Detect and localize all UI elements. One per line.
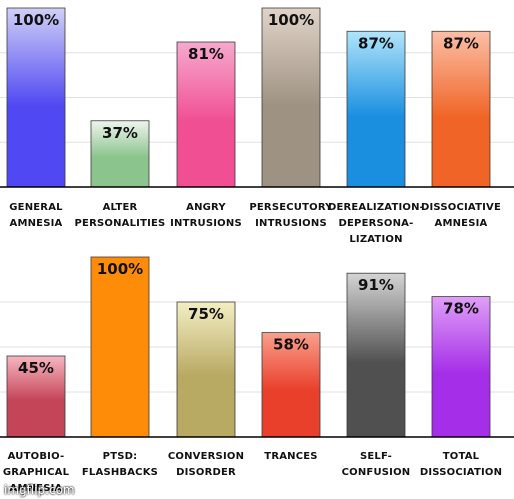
category-label: PERSECUTORY INTRUSIONS xyxy=(249,202,333,229)
category-label-line: AMNESIA xyxy=(10,218,63,229)
chart-panel-1: 100% GENERAL AMNESIA 37% ALTER PERSONALITIES 8… xyxy=(0,7,514,245)
category-label: TOTAL DISSOCIATION xyxy=(420,451,502,478)
category-label: DEREALIZATION- DEPERSONA- LIZATION xyxy=(328,202,424,245)
category-label-line: INTRUSIONS xyxy=(170,218,242,229)
category-label-line: DISSOCIATION xyxy=(420,467,502,478)
data-label: 45% xyxy=(18,359,54,377)
data-label: 100% xyxy=(13,11,59,29)
category-label-line: TOTAL xyxy=(443,451,480,462)
category-label: ANGRY INTRUSIONS xyxy=(170,202,242,229)
category-label: DISSOCIATIVE AMNESIA xyxy=(421,202,501,229)
bar xyxy=(346,30,406,188)
category-label-line: DISSOCIATIVE xyxy=(421,202,501,213)
category-label-line: PERSECUTORY xyxy=(249,202,333,213)
data-label: 87% xyxy=(358,34,394,52)
category-label: GENERAL AMNESIA xyxy=(9,202,63,229)
category-label-line: AUTOBIO- xyxy=(8,451,65,462)
category-label: ALTER PERSONALITIES xyxy=(75,202,166,229)
bar xyxy=(6,7,66,188)
category-label-line: GENERAL xyxy=(9,202,63,213)
bar xyxy=(176,41,236,188)
data-label: 75% xyxy=(188,305,224,323)
category-label: AUTOBIO- GRAPHICAL AMNESIA xyxy=(3,451,70,494)
data-label: 37% xyxy=(102,124,138,142)
category-label-line: ANGRY xyxy=(186,202,226,213)
bar xyxy=(90,120,150,188)
category-label-line: CONVERSION xyxy=(168,451,244,462)
category-label: TRANCES xyxy=(264,451,317,462)
bar xyxy=(261,332,321,438)
category-label-line: AMNESIA xyxy=(435,218,488,229)
category-label-line: INTRUSIONS xyxy=(255,218,327,229)
category-label: SELF- CONFUSION xyxy=(342,451,411,478)
data-label: 100% xyxy=(268,11,314,29)
data-label: 58% xyxy=(273,336,309,354)
imgflip-watermark: imgflip.com xyxy=(4,483,75,497)
category-label-line: TRANCES xyxy=(264,451,317,462)
data-label: 100% xyxy=(97,260,143,278)
category-label-line: SELF- xyxy=(360,451,392,462)
category-label-line: DEREALIZATION- xyxy=(328,202,424,213)
category-label-line: LIZATION xyxy=(349,234,402,245)
category-label-line: GRAPHICAL xyxy=(3,467,70,478)
data-label: 81% xyxy=(188,45,224,63)
category-label-line: ALTER xyxy=(103,202,138,213)
bar xyxy=(6,355,66,438)
category-label-line: AMNESIA xyxy=(10,483,63,494)
bar xyxy=(346,272,406,438)
data-label: 87% xyxy=(443,34,479,52)
data-label: 78% xyxy=(443,300,479,318)
category-label-line: DEPERSONA- xyxy=(339,218,414,229)
category-label-line: DISORDER xyxy=(176,467,236,478)
bar xyxy=(431,296,491,438)
category-label: CONVERSION DISORDER xyxy=(168,451,244,478)
bar xyxy=(90,256,150,438)
bar xyxy=(261,7,321,188)
chart-panel-2: 45% AUTOBIO- GRAPHICAL AMNESIA 100% PTSD: FLAS… xyxy=(0,256,514,494)
category-label-line: PTSD: xyxy=(103,451,138,462)
category-label-line: PERSONALITIES xyxy=(75,218,166,229)
bar xyxy=(176,301,236,438)
data-label: 91% xyxy=(358,276,394,294)
bar xyxy=(431,30,491,188)
category-label-line: FLASHBACKS xyxy=(82,467,158,478)
category-label-line: CONFUSION xyxy=(342,467,411,478)
category-label: PTSD: FLASHBACKS xyxy=(82,451,158,478)
